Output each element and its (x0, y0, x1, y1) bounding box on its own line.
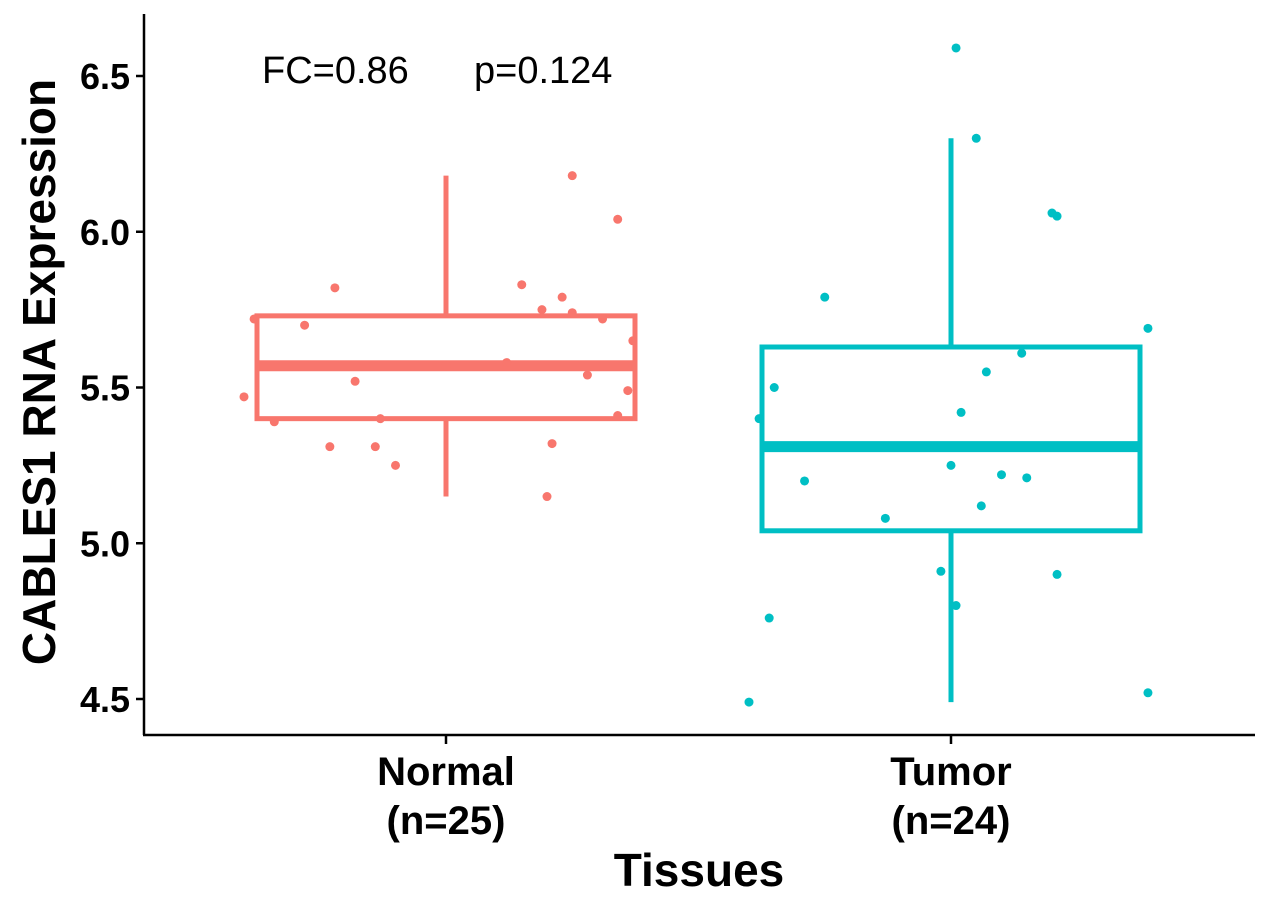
x-ticks: Normal (n=25) Tumor (n=24) (377, 735, 1012, 843)
x-tick-label-tumor: Tumor (890, 750, 1011, 794)
y-tick-label: 5.5 (80, 368, 130, 409)
data-point (441, 361, 451, 371)
data-point (921, 442, 931, 452)
data-point (1017, 348, 1027, 358)
fc-annotation: FC=0.86 (262, 50, 409, 92)
box-group-tumor (744, 43, 1153, 707)
data-point (567, 308, 577, 318)
data-point (350, 376, 360, 386)
data-point (537, 305, 547, 315)
data-point (249, 314, 259, 324)
data-point (547, 439, 557, 449)
data-point (880, 513, 890, 523)
data-point (502, 358, 512, 368)
data-point (820, 292, 830, 302)
data-point (936, 566, 946, 576)
data-point (517, 280, 527, 290)
data-point (1052, 211, 1062, 221)
data-point (269, 417, 279, 427)
data-point (300, 320, 310, 330)
data-point (370, 442, 380, 452)
data-point (613, 214, 623, 224)
x-tick-count-normal: (n=25) (387, 799, 506, 843)
plot-area (239, 43, 1153, 707)
data-point (598, 314, 608, 324)
p-value-annotation: p=0.124 (474, 50, 612, 92)
data-point (764, 613, 774, 623)
data-point (800, 476, 810, 486)
y-tick-label: 6.0 (80, 212, 130, 253)
data-point (951, 43, 961, 53)
y-tick-label: 4.5 (80, 679, 130, 720)
data-point (976, 501, 986, 511)
data-point (375, 414, 385, 424)
data-point (628, 336, 638, 346)
data-point (542, 492, 552, 502)
data-point (623, 386, 633, 396)
data-point (239, 392, 249, 402)
y-tick-label: 6.5 (80, 56, 130, 97)
data-point (997, 470, 1006, 480)
data-point (951, 601, 961, 611)
data-point (557, 292, 567, 302)
data-point (582, 370, 592, 380)
data-point (769, 383, 779, 392)
box-group-normal (239, 171, 638, 502)
data-point (1143, 688, 1153, 698)
data-point (1022, 473, 1032, 483)
data-point (956, 407, 966, 417)
y-axis-title: CABLES1 RNA Expression (13, 79, 65, 665)
y-ticks: 4.5 5.0 5.5 6.0 6.5 (80, 56, 144, 720)
y-tick-label: 5.0 (80, 523, 130, 564)
data-point (567, 171, 577, 181)
data-point (1143, 323, 1153, 333)
data-point (744, 697, 754, 707)
data-point (1052, 569, 1062, 579)
data-point (971, 133, 981, 143)
data-point (325, 442, 335, 452)
x-tick-count-tumor: (n=24) (892, 799, 1011, 843)
data-point (391, 460, 400, 470)
data-point (613, 411, 623, 421)
data-point (330, 283, 340, 293)
iqr-box (759, 344, 1143, 534)
x-tick-label-normal: Normal (377, 750, 515, 794)
data-point (946, 460, 956, 470)
x-axis-title: Tissues (614, 844, 784, 896)
data-point (754, 414, 764, 424)
data-point (981, 367, 991, 377)
